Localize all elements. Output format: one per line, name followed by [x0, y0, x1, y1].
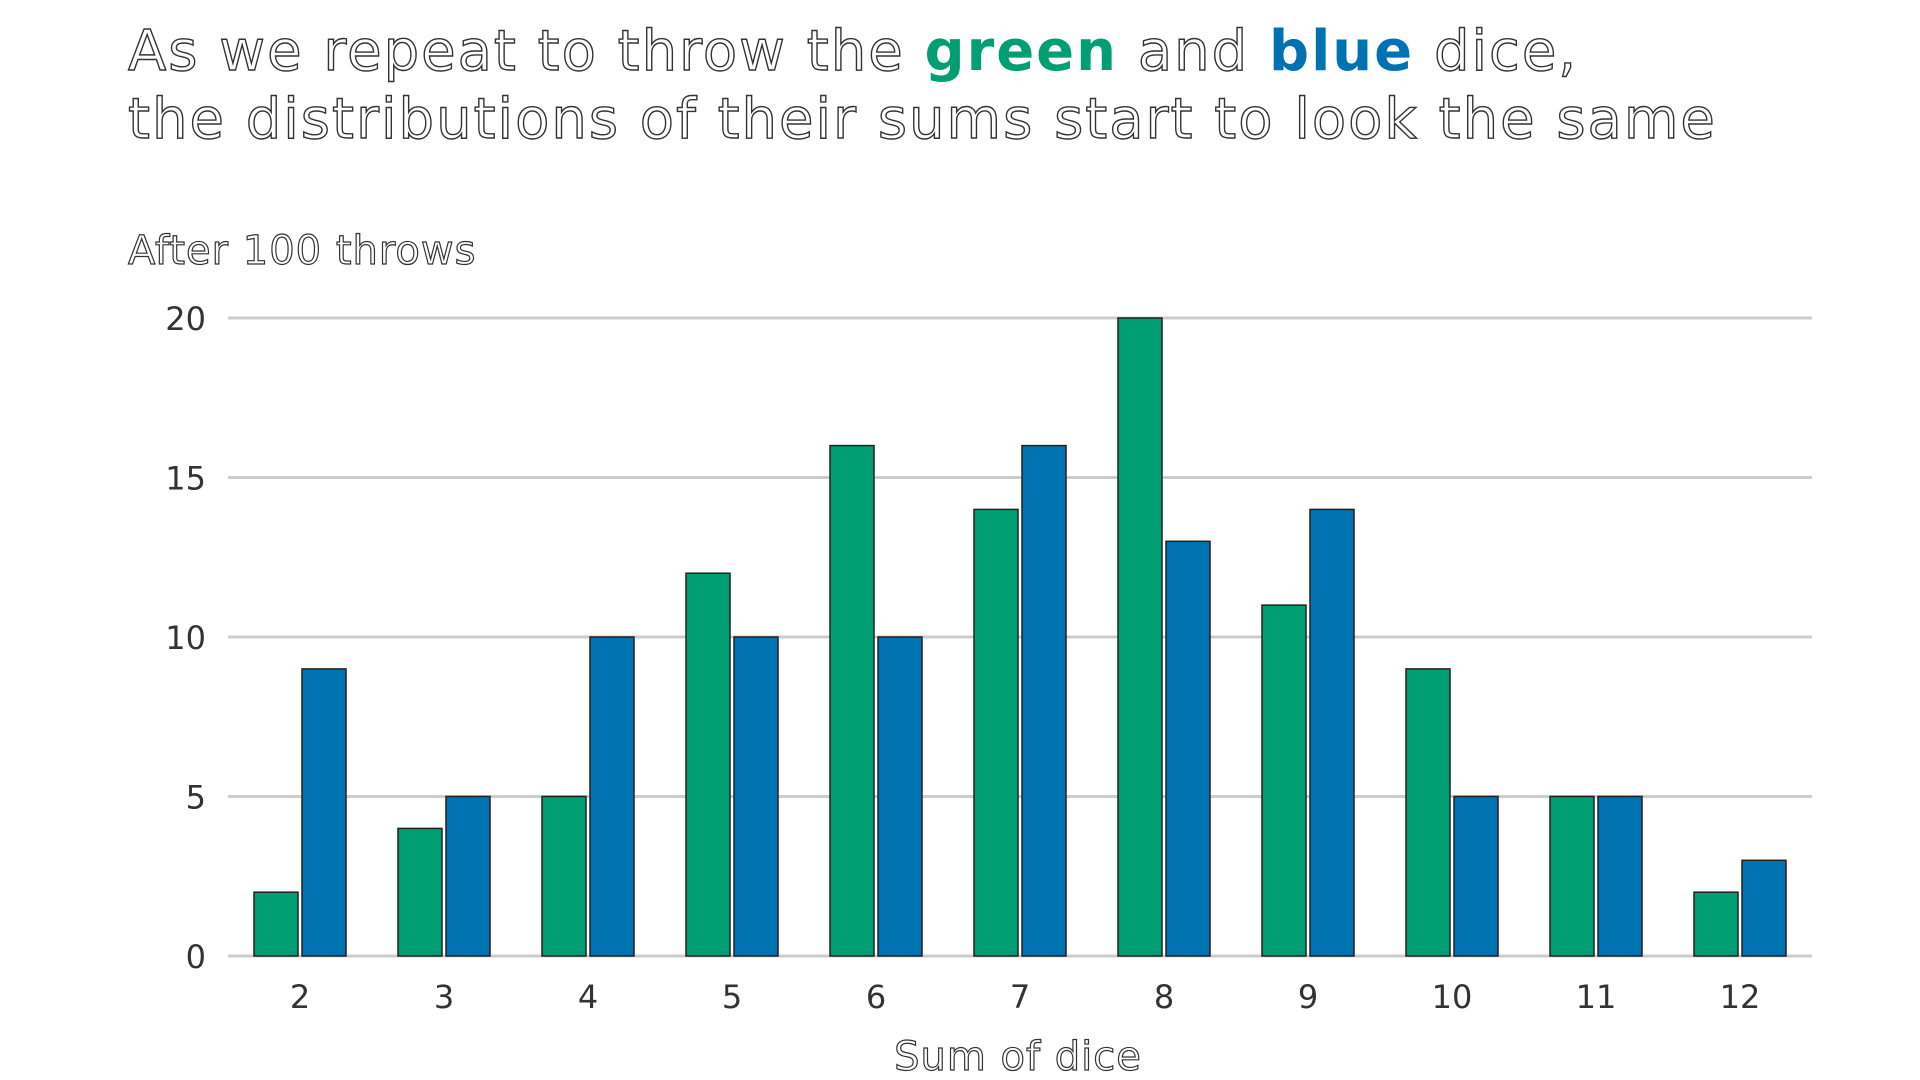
- x-tick-label-6: 6: [866, 978, 886, 1016]
- x-tick-label-9: 9: [1298, 978, 1318, 1016]
- bar-series-2-2: [301, 668, 347, 957]
- bar-series-1-6: [829, 444, 875, 957]
- bar-series-2-5: [733, 636, 779, 957]
- x-tick-label-2: 2: [290, 978, 310, 1016]
- x-axis-label: Sum of dice: [894, 1034, 1142, 1080]
- title-text-mid: and: [1118, 18, 1269, 84]
- bar-series-2-4: [589, 636, 635, 957]
- title-text-post: dice,: [1414, 18, 1579, 84]
- chart-title: As we repeat to throw the green and blue…: [127, 18, 1717, 154]
- bar-series-1-7: [973, 508, 1019, 957]
- x-tick-label-8: 8: [1154, 978, 1174, 1016]
- bar-series-2-3: [445, 795, 491, 957]
- y-tick-label-10: 10: [165, 619, 206, 657]
- gridlines: [228, 316, 1812, 958]
- bar-series-2-7: [1021, 444, 1067, 957]
- bar-series-1-12: [1693, 891, 1739, 957]
- bar-series-1-2: [253, 891, 299, 957]
- bar-series-1-3: [397, 827, 443, 957]
- bar-series-2-12: [1741, 859, 1787, 957]
- bar-series-2-9: [1309, 508, 1355, 957]
- chart-title-line-2: the distributions of their sums start to…: [127, 86, 1717, 152]
- bar-series-1-9: [1261, 604, 1307, 957]
- x-tick-label-11: 11: [1576, 978, 1617, 1016]
- chart-subtitle: After 100 throws: [127, 227, 477, 274]
- bars: [253, 317, 1787, 957]
- bar-series-2-6: [877, 636, 923, 957]
- x-tick-label-12: 12: [1720, 978, 1761, 1016]
- title-word-green: green: [924, 19, 1119, 84]
- bar-series-1-10: [1405, 668, 1451, 957]
- chart-title-line-1: As we repeat to throw the green and blue…: [127, 18, 1717, 86]
- y-tick-label-0: 0: [186, 938, 206, 976]
- bar-series-1-11: [1549, 795, 1595, 957]
- bar-series-2-8: [1165, 540, 1211, 957]
- bar-series-1-4: [541, 795, 587, 957]
- x-tick-label-3: 3: [434, 978, 454, 1016]
- x-tick-label-10: 10: [1432, 978, 1473, 1016]
- x-tick-label-7: 7: [1010, 978, 1030, 1016]
- y-tick-label-20: 20: [165, 300, 206, 338]
- tick-labels: 0 5 10 15 20 2 3 4 5 6 7 8 9 10 11 12: [165, 300, 1760, 1016]
- x-tick-label-4: 4: [578, 978, 598, 1016]
- title-text-pre: As we repeat to throw the: [127, 18, 925, 84]
- bar-series-1-5: [685, 572, 731, 957]
- y-tick-label-5: 5: [186, 779, 206, 817]
- y-tick-label-15: 15: [165, 460, 206, 498]
- bar-series-2-10: [1453, 795, 1499, 957]
- x-tick-label-5: 5: [722, 978, 742, 1016]
- bar-series-1-8: [1117, 317, 1163, 957]
- title-word-blue: blue: [1269, 19, 1415, 84]
- bar-series-2-11: [1597, 795, 1643, 957]
